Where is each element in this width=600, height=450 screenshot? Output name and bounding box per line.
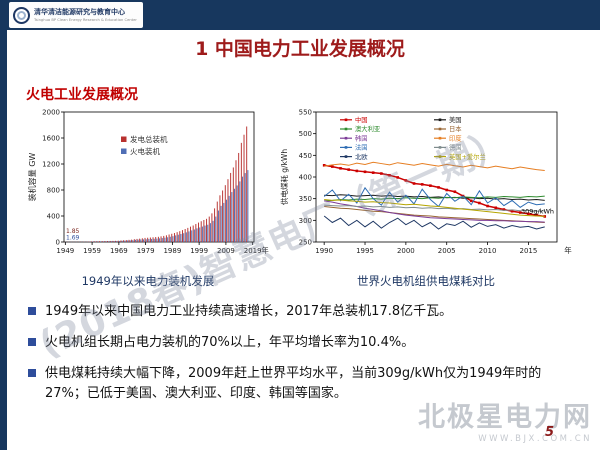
side-strip [0, 0, 7, 450]
logo: 清华清洁能源研究与教育中心 Tsinghua BP Clean Energy R… [9, 2, 143, 28]
svg-text:1.85: 1.85 [66, 228, 80, 235]
svg-text:400: 400 [299, 174, 312, 182]
svg-text:300: 300 [299, 217, 312, 225]
svg-text:1990: 1990 [315, 247, 333, 255]
bullet-square-icon [28, 369, 36, 378]
svg-text:1989: 1989 [163, 247, 181, 255]
svg-text:2005: 2005 [438, 247, 456, 255]
svg-text:800: 800 [47, 187, 60, 195]
svg-text:澳大利亚: 澳大利亚 [355, 124, 381, 133]
svg-text:印度: 印度 [449, 133, 462, 142]
svg-text:1959: 1959 [83, 247, 101, 255]
svg-text:火电装机: 火电装机 [130, 146, 160, 156]
svg-text:2015: 2015 [519, 247, 537, 255]
bullet-text: 火电机组长期占电力装机的70%以上，年平均增长率为10.4%。 [45, 335, 415, 351]
svg-text:2000: 2000 [42, 109, 60, 117]
svg-text:2010: 2010 [479, 247, 497, 255]
svg-text:1.69: 1.69 [66, 235, 80, 242]
bullet-item: 1949年以来中国电力工业持续高速增长，2017年总装机17.8亿千瓦。 [28, 302, 578, 322]
logo-emblem-icon [13, 6, 30, 24]
svg-text:309g/kWh: 309g/kWh [521, 207, 554, 215]
coal-consumption-line-chart: 250 300 350 400 450 500 550 1990 1995 2000 2005 201… [279, 109, 572, 256]
logo-subtitle: Tsinghua BP Clean Energy Research & Educ… [34, 17, 137, 22]
svg-text:北欧: 北欧 [355, 152, 368, 161]
coal-chart-block: 250 300 350 400 450 500 550 1990 1995 2000 2005 201… [276, 106, 576, 289]
svg-text:1995: 1995 [356, 247, 374, 255]
svg-text:1999: 1999 [190, 247, 208, 255]
bullet-text: 1949年以来中国电力工业持续高速增长，2017年总装机17.8亿千瓦。 [45, 304, 453, 319]
bullet-text: 供电煤耗持续大幅下降，2009年赶上世界平均水平，当前309g/kWh仅为194… [45, 366, 542, 402]
logo-text: 清华清洁能源研究与教育中心 Tsinghua BP Clean Energy R… [34, 8, 146, 22]
svg-text:1600: 1600 [42, 135, 60, 143]
svg-text:550: 550 [299, 109, 312, 117]
svg-text:美国: 美国 [449, 115, 462, 124]
slide-title: 1 中国电力工业发展概况 [195, 38, 405, 60]
svg-text:年: 年 [261, 245, 269, 255]
svg-text:1200: 1200 [42, 161, 60, 169]
capacity-chart-block: 0 400 800 1200 1600 2000 1949 1959 1969 1979 1989 1… [24, 106, 272, 289]
svg-text:1969: 1969 [110, 247, 128, 255]
coal-chart-caption: 世界火电机组供电煤耗对比 [357, 274, 495, 288]
svg-text:韩国: 韩国 [355, 133, 368, 142]
logo-title: 清华清洁能源研究与教育中心 [34, 8, 125, 16]
bullet-square-icon [28, 338, 36, 347]
svg-text:日本: 日本 [449, 124, 462, 133]
svg-text:英国+爱尔兰: 英国+爱尔兰 [449, 152, 486, 161]
section-heading: 火电工业发展概况 [26, 87, 138, 103]
svg-text:1979: 1979 [137, 247, 155, 255]
svg-text:450: 450 [299, 152, 312, 160]
svg-text:400: 400 [47, 213, 60, 221]
svg-text:2019: 2019 [244, 247, 262, 255]
bullet-item: 供电煤耗持续大幅下降，2009年赶上世界平均水平，当前309g/kWh仅为194… [28, 364, 578, 404]
svg-text:250: 250 [299, 239, 312, 247]
bullet-item: 火电机组长期占电力装机的70%以上，年平均增长率为10.4%。 [28, 333, 578, 353]
bullet-square-icon [28, 307, 36, 315]
svg-text:供电煤耗 g/kWh: 供电煤耗 g/kWh [279, 149, 289, 205]
svg-text:发电总装机: 发电总装机 [130, 134, 168, 144]
svg-text:0: 0 [56, 239, 60, 247]
svg-text:德国: 德国 [449, 143, 462, 152]
svg-text:2000: 2000 [397, 247, 415, 255]
svg-text:2009: 2009 [217, 247, 235, 255]
svg-text:350: 350 [299, 195, 312, 203]
bullet-list: 1949年以来中国电力工业持续高速增长，2017年总装机17.8亿千瓦。 火电机… [28, 302, 578, 416]
capacity-bar-chart: 0 400 800 1200 1600 2000 1949 1959 1969 1979 1989 1… [27, 109, 269, 256]
page-number: 5 [544, 425, 554, 440]
watermark-brand-url: WWW.BJX.COM.CN [478, 434, 592, 444]
svg-text:1949: 1949 [56, 247, 74, 255]
svg-text:装机容量 GW: 装机容量 GW [27, 153, 37, 202]
capacity-chart-caption: 1949年以来电力装机发展 [81, 274, 215, 288]
svg-text:中国: 中国 [355, 115, 368, 124]
svg-text:法国: 法国 [355, 143, 368, 152]
svg-text:500: 500 [299, 130, 312, 138]
svg-text:年: 年 [564, 245, 572, 255]
